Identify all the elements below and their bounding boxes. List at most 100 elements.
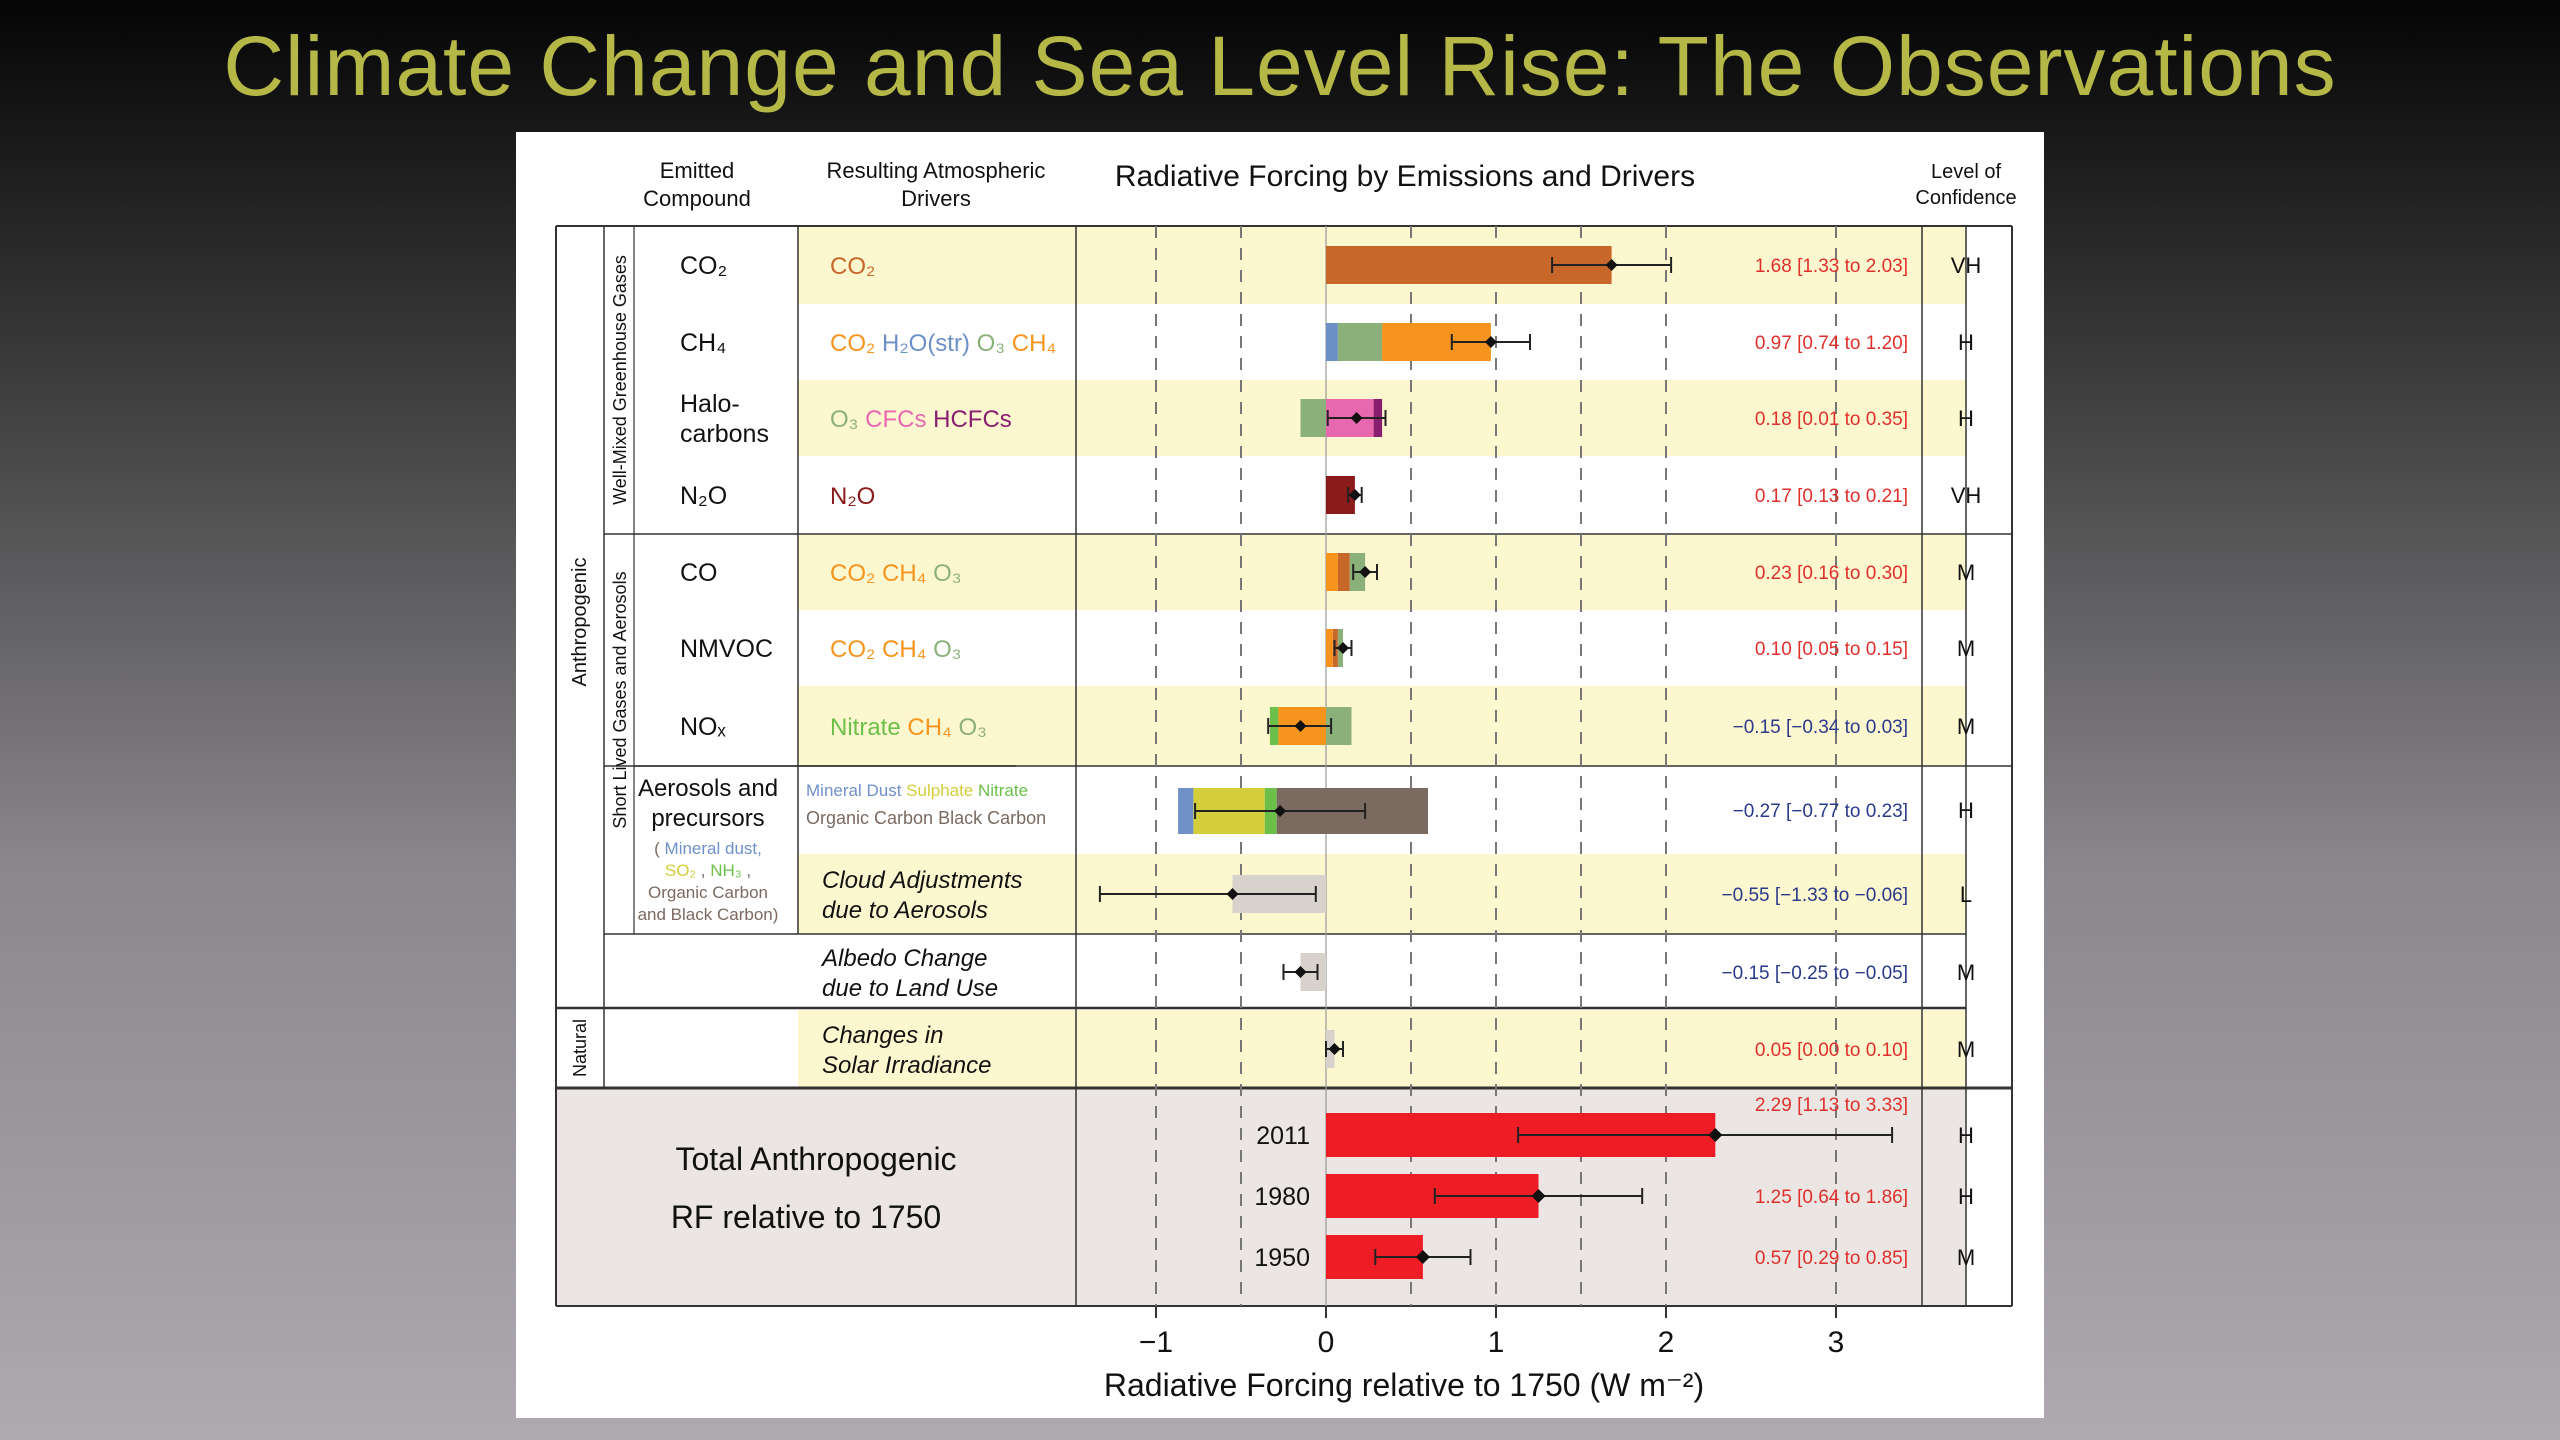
best-estimate-co2 [1605,259,1618,271]
label-run: O₃ [926,636,961,663]
compound-label: CH₄ [680,329,726,357]
driver-label: N₂O [830,483,875,510]
label-run: ( [654,839,660,858]
row-band [798,686,1966,766]
header-drivers: Drivers [901,186,971,211]
label-run: O₃ [926,560,961,587]
forcing-bar-segment-ch4 [1326,323,1338,361]
confidence-solar: M [1957,1037,1975,1062]
total-confidence-2011: H [1958,1123,1974,1148]
value-label-nox: −0.15 [−0.34 to 0.03] [1733,717,1908,738]
rf-chart-svg: Emitted Compound Resulting Atmospheric Driv… [555,158,2017,1403]
best-estimate-nmvoc [1337,642,1349,654]
confidence-halo: H [1958,406,1974,431]
compound-label: NMVOC [680,635,773,663]
label-run: Nitrate [830,714,901,741]
driver-label: CO₂ H₂O(str) O₃ CH₄ [830,330,1056,357]
driver-label: Albedo Change [820,945,987,972]
label-run: Black Carbon [933,808,1046,828]
driver-label: due to Land Use [822,975,998,1002]
confidence-co: M [1957,560,1975,585]
group-label-anthropogenic: Anthropogenic [569,558,591,687]
confidence-co2: VH [1951,253,1982,278]
compound-sub-label: Organic Carbon [648,883,768,902]
forcing-bar-segment-aer [1178,788,1194,834]
compound-label: Aerosols and [638,775,778,802]
header-emitted: Compound [643,186,751,211]
x-tick-label: 1 [1488,1326,1505,1359]
header-confidence: Level of [1931,161,2001,183]
confidence-albedo: M [1957,960,1975,985]
x-tick-label: 2 [1658,1326,1675,1359]
label-run: CO₂ [830,636,875,663]
compound-label: CO₂ [680,252,727,280]
value-label-co2: 1.68 [1.33 to 2.03] [1755,256,1908,277]
totals-year-1950: 1950 [1254,1244,1310,1272]
totals-band [556,1088,1966,1306]
best-estimate-co [1359,566,1372,578]
best-estimate-albedo [1294,966,1307,978]
confidence-nox: M [1957,714,1975,739]
value-label-solar: 0.05 [0.00 to 0.10] [1755,1040,1908,1061]
x-tick-label: 3 [1828,1326,1845,1359]
label-run: Nitrate [973,781,1028,800]
total-value-label-1980: 1.25 [0.64 to 1.86] [1755,1187,1908,1208]
best-estimate-ch4 [1484,336,1497,348]
value-label-halo: 0.18 [0.01 to 0.35] [1755,409,1908,430]
confidence-cloud: L [1960,882,1972,907]
value-label-n2o: 0.17 [0.13 to 0.21] [1755,486,1908,507]
label-run: CH₄ [875,560,926,587]
value-label-nmvoc: 0.10 [0.05 to 0.15] [1755,639,1908,660]
driver-label: CO₂ CH₄ O₃ [830,560,962,587]
group-label-wmghg: Well-Mixed Greenhouse Gases [610,255,630,505]
driver-label: CO₂ [830,253,875,280]
label-run: CO₂ [830,560,875,587]
total-confidence-1950: M [1957,1245,1975,1270]
label-run: , [742,861,751,880]
chart-title: Radiative Forcing by Emissions and Drive… [1115,160,1695,193]
compound-sub-label: SO₂ , NH₃ , [665,861,751,880]
label-run: CO₂ [830,253,875,280]
label-run: NH₃ [710,861,741,880]
value-label-cloud: −0.55 [−1.33 to −0.06] [1722,885,1908,906]
driver-label: Cloud Adjustments [822,867,1023,894]
header-confidence: Confidence [1915,187,2016,209]
driver-label: Changes in [822,1022,943,1049]
group-label-natural: Natural [570,1019,590,1077]
label-run: Organic Carbon [806,808,933,828]
label-run: O₃ [830,406,858,433]
total-value-label-2011: 2.29 [1.13 to 3.33] [1755,1095,1908,1116]
value-label-ch4: 0.97 [0.74 to 1.20] [1755,333,1908,354]
label-run: and Black Carbon) [638,905,779,924]
compound-sub-label: and Black Carbon) [638,905,779,924]
total-best-1980 [1531,1189,1546,1203]
forcing-bar-segment-co [1326,553,1338,591]
row-band [798,854,1966,934]
compound-label: NOₓ [680,713,727,741]
confidence-aer: H [1958,798,1974,823]
label-run: CH₄ [875,636,926,663]
totals-year-2011: 2011 [1256,1122,1310,1150]
confidence-nmvoc: M [1957,636,1975,661]
best-estimate-nox [1294,720,1307,732]
driver-label: due to Aerosols [822,897,988,924]
forcing-bar-segment-ch4 [1337,323,1383,361]
driver-label: Organic Carbon Black Carbon [806,808,1046,828]
total-best-2011 [1708,1128,1723,1142]
value-label-aer: −0.27 [−0.77 to 0.23] [1733,801,1908,822]
label-run: CH₄ [901,714,952,741]
label-run: Mineral Dust [806,781,902,800]
driver-label: Solar Irradiance [822,1052,991,1079]
label-run: SO₂ [665,861,696,880]
totals-label: Total Anthropogenic [675,1141,956,1177]
label-run: O₃ [952,714,987,741]
label-run: CH₄ [1005,330,1056,357]
x-axis-label: Radiative Forcing relative to 1750 (W m⁻… [1104,1367,1704,1403]
row-band [798,534,1966,610]
total-value-label-1950: 0.57 [0.29 to 0.85] [1755,1248,1908,1269]
confidence-ch4: H [1958,330,1974,355]
x-tick-label: −1 [1139,1326,1173,1359]
compound-sub-label: ( Mineral dust, [654,839,762,858]
rf-figure-panel: Emitted Compound Resulting Atmospheric Driv… [516,132,2044,1418]
compound-label: Halo- [680,390,740,418]
